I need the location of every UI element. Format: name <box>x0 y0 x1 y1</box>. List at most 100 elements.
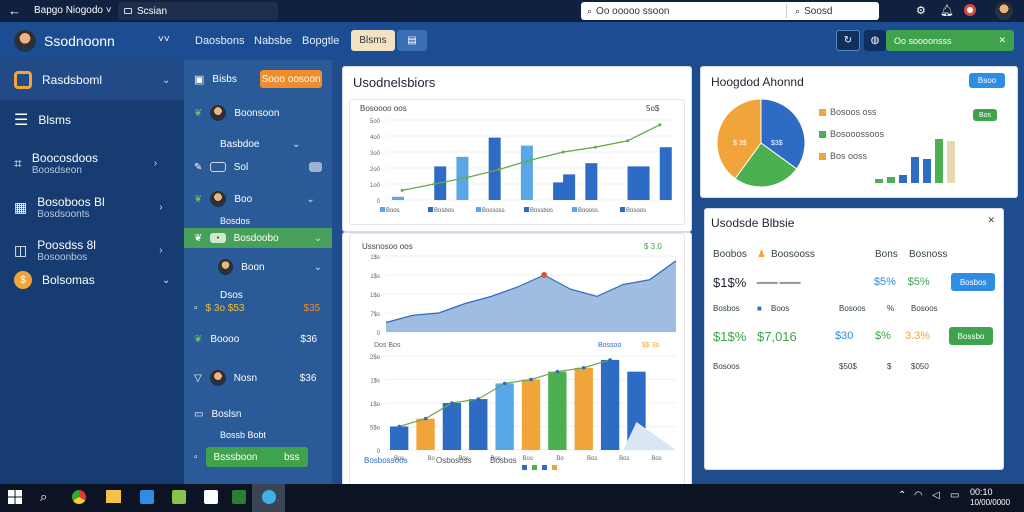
chevron-right-icon[interactable]: › <box>153 157 158 169</box>
sidebar-item-balances[interactable]: $ Bolsomas ⌄ <box>0 260 184 300</box>
filter-icon[interactable]: ▤ <box>397 30 427 51</box>
pie-slice <box>760 98 806 170</box>
pie-card: Hoogdod Ahonnd Bsoo $ 3$ $3$ Bosoos oss B… <box>700 66 1018 198</box>
back-arrow-icon[interactable]: ← <box>8 3 21 18</box>
footer-link[interactable]: Bosbossoos <box>364 456 408 465</box>
browser-tab[interactable]: Scsian <box>118 2 278 20</box>
list-item-label: Bossb Bobt <box>220 430 267 440</box>
list-item[interactable]: Boon ⌄ <box>184 256 332 278</box>
list-item[interactable]: ▭ Boslsn <box>184 406 332 422</box>
list-item[interactable]: ❦ Boo ⌄ <box>184 186 332 212</box>
trend-point <box>593 145 597 149</box>
table-row[interactable]: $1$% $7,016 $30 $% 3.3% Bossbo <box>713 323 995 349</box>
trend-point <box>561 150 565 154</box>
table-row[interactable]: $1$% ▬▬▬ ▬▬▬ $5% $5% Bosbos <box>713 269 995 295</box>
chevron-down-icon[interactable]: ⌄ <box>313 232 322 244</box>
search-bar[interactable]: ⌕ Oo ooooo ssoon ⌕ Soosd <box>581 2 879 20</box>
sidebar-item-reports[interactable]: ⌗ Boocosdoos Boosdseon › <box>0 140 184 186</box>
chevron-down-icon[interactable]: ⌄ <box>162 74 171 86</box>
profile-avatar[interactable] <box>14 30 36 52</box>
chevron-down-icon[interactable]: ⌄ <box>292 138 301 150</box>
tab-active[interactable]: Blsms <box>351 30 395 51</box>
panel-header-label: Bisbs <box>212 73 237 85</box>
column-header: Boobos <box>713 248 747 260</box>
sidebar-item-label: Bolsomas <box>42 273 95 287</box>
list-item-selected[interactable]: ❦ • Bosdoobo ⌄ <box>184 228 332 248</box>
notification-icon[interactable] <box>964 4 976 16</box>
mail-icon[interactable] <box>140 490 154 504</box>
tab-dashboards[interactable]: Daosbons <box>195 35 245 47</box>
close-icon[interactable]: ✕ <box>987 215 995 225</box>
chart-icon: ⌗ <box>14 154 22 171</box>
row-action-button[interactable]: Bossbo <box>949 327 993 345</box>
card-title: Usodsde Blbsie <box>711 216 795 230</box>
chevron-right-icon[interactable]: › <box>159 201 163 213</box>
trend-point <box>529 377 533 382</box>
sidebar-item-blsms[interactable]: ☰ Blsms <box>0 100 184 140</box>
chevron-down-icon[interactable]: ˅˅ <box>158 34 170 45</box>
row-action-button[interactable]: Bosbos <box>951 273 995 291</box>
mini-bar <box>875 179 883 183</box>
clock-date[interactable]: 10/00/0000 <box>970 498 1011 507</box>
new-contact-button[interactable]: Sooo oosoon <box>260 70 322 88</box>
wifi-icon[interactable]: ◠ <box>914 490 923 501</box>
tab-reports[interactable]: Bopgtle <box>302 35 340 47</box>
refresh-icon[interactable]: ↻ <box>836 30 860 51</box>
sidebar-item-sub: Boosdseon <box>31 164 82 176</box>
tab-analytics[interactable]: Nabsbe <box>254 35 292 47</box>
trend-point <box>397 424 401 429</box>
folder-icon[interactable] <box>106 490 121 503</box>
area-chart: 1$s 1$s 1$o 7$s 0 <box>370 255 677 337</box>
column-header: Bons <box>875 248 898 260</box>
pie-slice <box>716 98 762 180</box>
chevron-down-icon[interactable]: ⌄ <box>306 193 315 205</box>
list-item[interactable]: Basbdoe ⌄ <box>184 134 332 154</box>
list-item[interactable]: ✎ Sol <box>184 156 332 178</box>
grid-icon: ▣ <box>194 73 205 86</box>
pie-action-button[interactable]: Bsoo <box>969 73 1005 88</box>
search-icon[interactable]: ⌕ <box>40 489 48 504</box>
list-item[interactable]: ▽ Nosn $36 <box>184 368 332 388</box>
start-icon[interactable] <box>8 490 22 504</box>
list-item[interactable]: ▫ $ 3o $53 $35 <box>184 300 332 316</box>
chevron-down-icon[interactable]: ⌄ <box>162 274 171 286</box>
list-item-label: Dsos <box>220 289 243 301</box>
footer-link[interactable]: Osbososs <box>436 456 472 465</box>
user-avatar[interactable] <box>995 2 1013 20</box>
trend-point <box>432 182 436 186</box>
tab-label: Scsian <box>137 5 168 17</box>
store-icon[interactable] <box>172 490 186 504</box>
bar <box>563 174 576 200</box>
action-button[interactable]: Oo soooonsss ✕ <box>886 30 1014 51</box>
volume-icon[interactable]: ◁ <box>932 490 940 501</box>
user-icon: ♟ <box>757 248 766 260</box>
sidebar-item-dashboard[interactable]: Rasdsboml ⌄ <box>0 60 184 100</box>
close-icon[interactable]: ✕ <box>998 35 1006 45</box>
table-row[interactable]: Bosoos $50$ $ $050 <box>713 359 995 373</box>
list-item[interactable]: ❦ Boooo $36 <box>184 330 332 348</box>
spreadsheet-icon[interactable] <box>232 490 246 504</box>
search-input[interactable]: Oo ooooo ssoon <box>596 5 670 17</box>
table-cell: $30 <box>835 330 854 342</box>
toggle-icon[interactable] <box>308 162 322 172</box>
bar <box>637 166 650 200</box>
sidebar-item-payments[interactable]: ◫ Poosdss 8l Bosoonbos › <box>0 227 184 273</box>
list-item[interactable]: ❦ Boonsoon <box>184 100 332 126</box>
search-input-2[interactable]: Soosd <box>804 5 833 17</box>
browser-icon[interactable] <box>72 490 86 504</box>
bell-icon[interactable]: 🔔︎ <box>940 5 954 17</box>
settings-icon[interactable]: ⚙ <box>916 5 926 17</box>
sidebar-item-budgets[interactable]: ▦ Bosoboos Bl Bosdsoonts › <box>0 184 184 230</box>
clock-time[interactable]: 00:10 <box>970 487 993 497</box>
chart-panel: Ussnosoo oos $ 3.0 1$s 1$s 1$o 7$s 0 Dos Bos… <box>349 233 685 512</box>
footer-link[interactable]: Bosbos <box>490 456 517 465</box>
chevron-right-icon[interactable]: › <box>159 244 163 256</box>
maps-icon[interactable] <box>262 490 276 504</box>
legend-swatch <box>552 465 557 470</box>
chevron-down-icon[interactable]: ⌄ <box>313 261 322 273</box>
globe-icon[interactable]: ◍ <box>864 30 886 51</box>
chevron-up-icon[interactable]: ⌃ <box>898 490 907 501</box>
app-icon[interactable] <box>204 490 218 504</box>
battery-icon[interactable]: ▭ <box>950 490 960 501</box>
save-button[interactable]: Bsssboon bss <box>205 447 308 467</box>
